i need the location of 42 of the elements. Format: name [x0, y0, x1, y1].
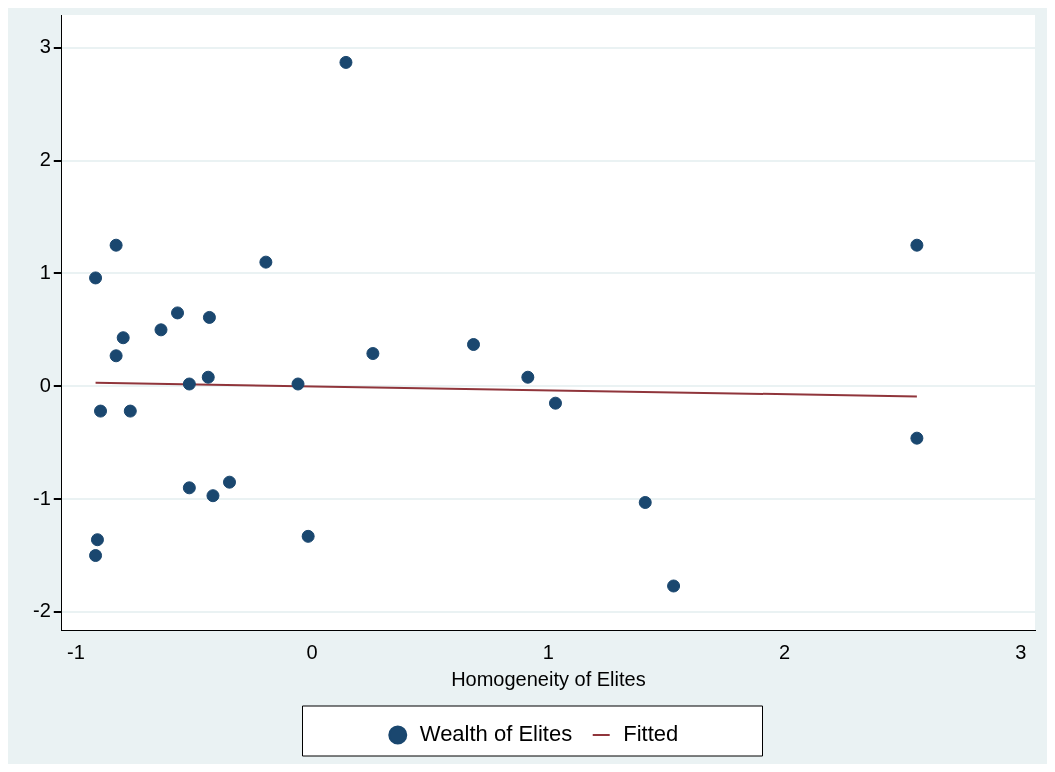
point: [223, 475, 236, 489]
point: [339, 55, 353, 69]
y-tick-label: -2: [32, 599, 51, 622]
point: [182, 481, 196, 495]
point: [123, 404, 137, 418]
x-tick-label: 2: [779, 640, 791, 663]
point: [206, 489, 220, 503]
legend-label: Fitted: [623, 721, 679, 747]
x-tick-label: 3: [1015, 640, 1027, 663]
point: [910, 431, 924, 445]
point: [171, 306, 185, 320]
point: [301, 529, 315, 543]
point: [109, 238, 123, 252]
point: [94, 404, 108, 418]
y-tick-label: 2: [39, 148, 51, 171]
legend-label: Wealth of Elites: [419, 721, 573, 747]
point: [638, 495, 652, 509]
point: [291, 377, 305, 391]
point: [116, 331, 130, 345]
x-tick-label: -1: [67, 640, 85, 663]
point: [366, 347, 380, 361]
point: [667, 579, 681, 593]
point: [89, 271, 103, 285]
point: [259, 255, 273, 269]
x-tick-label: 0: [306, 640, 318, 663]
point: [109, 349, 123, 363]
point: [910, 238, 924, 252]
y-tick-label: 1: [39, 260, 51, 283]
y-tick-label: 0: [39, 373, 51, 396]
point: [521, 370, 535, 384]
point: [202, 310, 216, 324]
point: [467, 338, 481, 352]
point: [90, 533, 104, 547]
point: [89, 549, 103, 563]
y-tick-label: 3: [39, 35, 51, 58]
point: [201, 370, 215, 384]
y-tick-label: -1: [32, 486, 51, 509]
x-tick-label: 1: [542, 640, 554, 663]
point: [548, 396, 562, 410]
point: [154, 323, 168, 337]
x-axis-title: Homogeneity of Elites: [451, 667, 646, 690]
point: [182, 377, 196, 391]
